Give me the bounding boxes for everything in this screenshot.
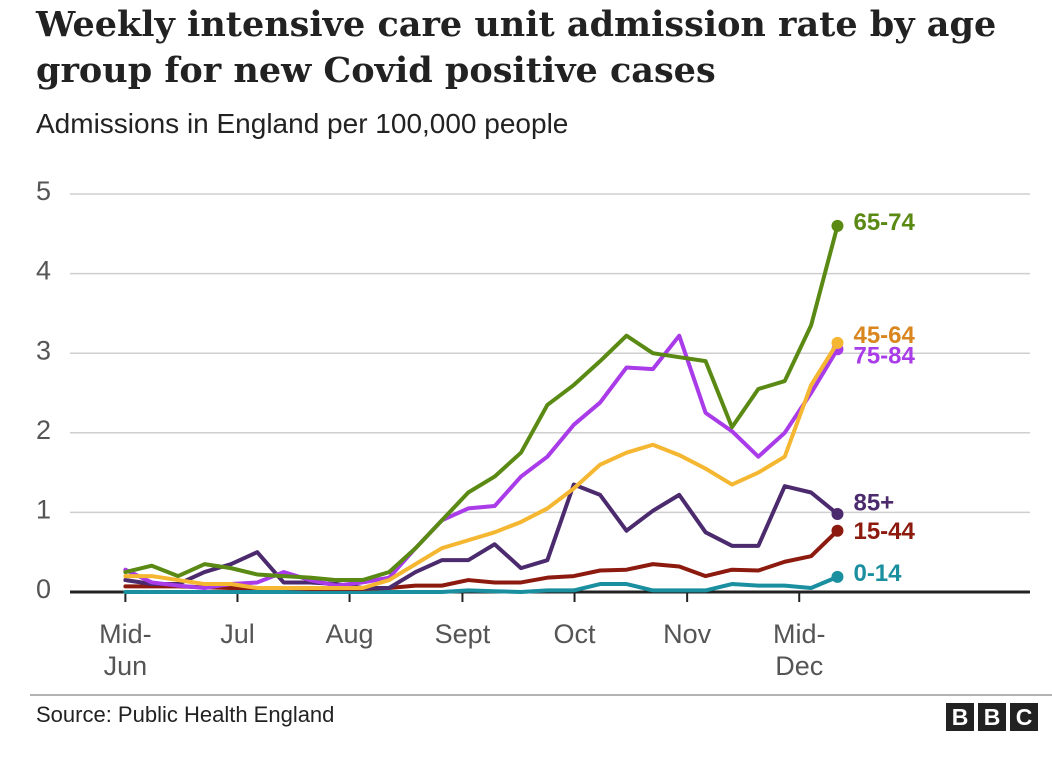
chart-title: Weekly intensive care unit admission rat… (36, 4, 997, 91)
series-line (123, 333, 840, 591)
x-tick-label: Oct (553, 619, 596, 649)
end-point (831, 219, 844, 232)
series-line (123, 574, 840, 594)
x-tick-label: Sept (434, 619, 491, 649)
y-tick-label: 3 (36, 335, 51, 365)
series-label: 45-64 (853, 322, 915, 349)
end-point (831, 570, 844, 583)
y-tick-label: 1 (36, 495, 51, 525)
series-label: 0-14 (853, 560, 902, 587)
series-label: 65-74 (853, 209, 915, 236)
x-tick-label: Aug (325, 619, 374, 649)
y-tick-label: 2 (36, 415, 51, 445)
x-tick-label: Jul (220, 619, 255, 649)
logo-letter: B (946, 703, 974, 731)
logo-letter: C (1010, 703, 1038, 731)
y-tick-label: 4 (36, 256, 51, 286)
source-note: Source: Public Health England (36, 702, 335, 727)
series-line (123, 340, 840, 591)
y-tick-label: 5 (36, 176, 51, 206)
series-line (123, 482, 840, 591)
series-label: 15-44 (853, 518, 915, 545)
logo-letter: B (978, 703, 1006, 731)
y-tick-label: 0 (36, 574, 51, 604)
chart-subtitle: Admissions in England per 100,000 people (36, 108, 569, 139)
end-point (831, 524, 844, 537)
end-point (831, 507, 844, 520)
series-label: 85+ (853, 489, 894, 516)
series-line (123, 223, 840, 583)
x-tick-label: Mid-Dec (772, 619, 826, 681)
x-tick-label: Nov (663, 619, 712, 649)
series-line (123, 528, 840, 591)
series-label: 75-84 (853, 343, 915, 370)
end-point (831, 336, 844, 349)
x-tick-label: Mid-Jun (99, 619, 152, 681)
